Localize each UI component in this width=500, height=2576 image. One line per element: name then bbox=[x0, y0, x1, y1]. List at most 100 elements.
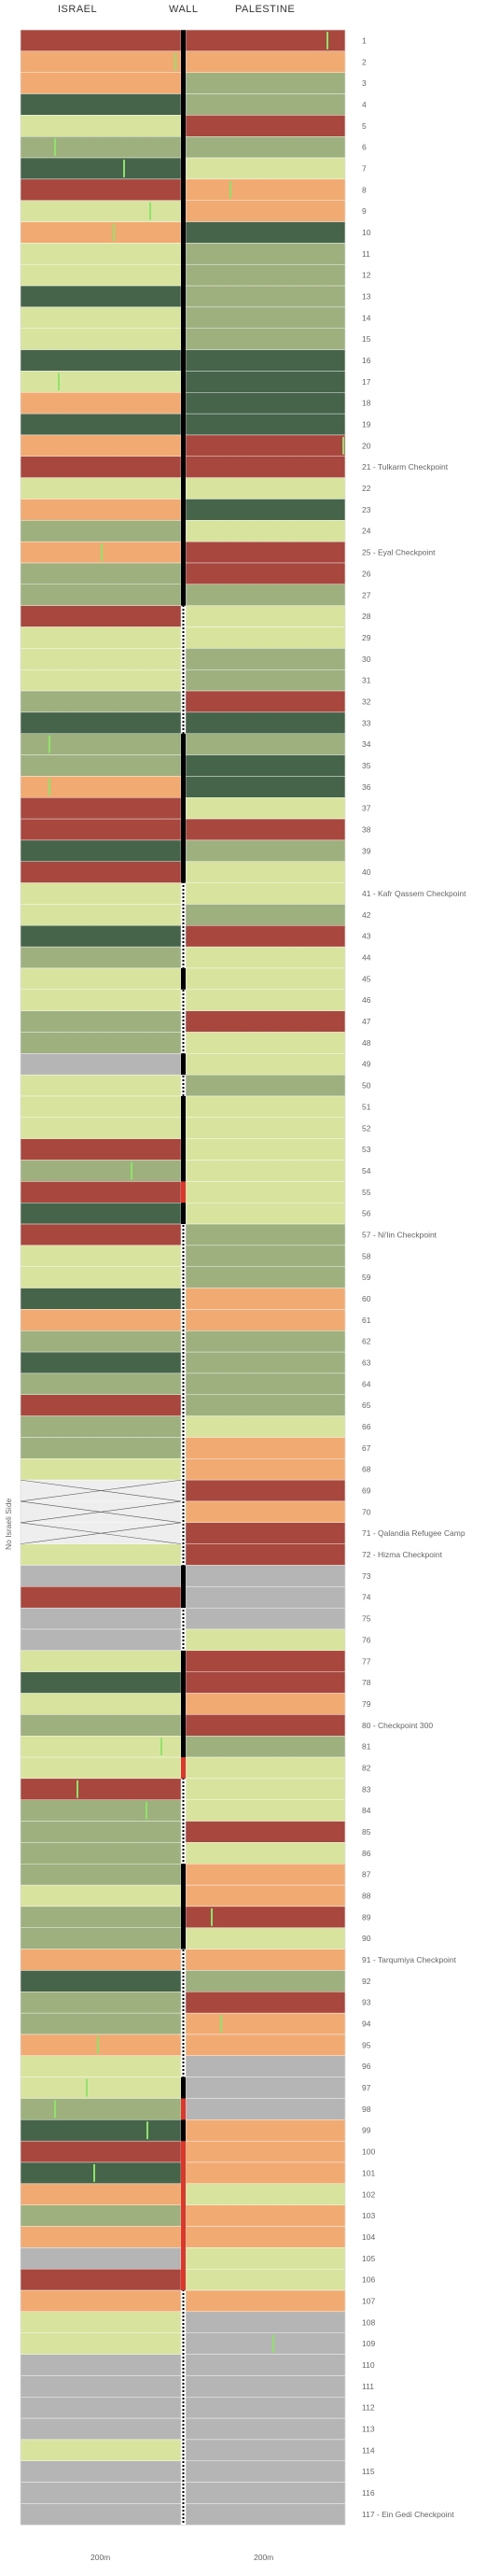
row-label: 11 bbox=[362, 249, 370, 259]
israel-segment bbox=[20, 1223, 182, 1246]
israel-segment bbox=[20, 626, 182, 649]
palestine-segment bbox=[185, 946, 346, 969]
row-label: 98 bbox=[362, 2104, 371, 2114]
palestine-segment bbox=[185, 2247, 346, 2270]
palestine-segment bbox=[185, 1288, 346, 1310]
row-label: 46 bbox=[362, 995, 371, 1005]
israel-segment bbox=[20, 157, 182, 180]
palestine-segment bbox=[185, 371, 346, 393]
row-label: 68 bbox=[362, 1465, 371, 1474]
palestine-segment bbox=[185, 2098, 346, 2120]
wall-red-segment bbox=[181, 1757, 186, 1779]
israel-segment bbox=[20, 1927, 182, 1950]
row-label: 36 bbox=[362, 782, 371, 792]
palestine-segment bbox=[185, 1650, 346, 1672]
israel-segment bbox=[20, 1884, 182, 1907]
row-label: 90 bbox=[362, 1934, 371, 1943]
israel-segment bbox=[20, 1842, 182, 1865]
palestine-segment bbox=[185, 1949, 346, 1971]
row-label: 79 bbox=[362, 1699, 371, 1709]
row-label: 82 bbox=[362, 1763, 371, 1772]
palestine-segment bbox=[185, 1756, 346, 1780]
israel-segment bbox=[20, 115, 182, 137]
row-label: 75 bbox=[362, 1614, 371, 1624]
israel-segment bbox=[20, 562, 182, 585]
palestine-segment bbox=[185, 1565, 346, 1587]
row-label: 3 bbox=[362, 78, 367, 88]
palestine-segment bbox=[185, 2226, 346, 2248]
israel-segment bbox=[20, 1437, 182, 1459]
row-label: 21 - Tulkarm Checkpoint bbox=[362, 462, 449, 472]
row-label: 70 bbox=[362, 1507, 371, 1516]
israel-segment bbox=[20, 2439, 182, 2461]
israel-segment bbox=[20, 2268, 182, 2291]
israel-segment bbox=[20, 1778, 182, 1800]
row-label: 62 bbox=[362, 1337, 371, 1346]
row-label: 18 bbox=[362, 399, 371, 408]
palestine-segment bbox=[185, 733, 346, 755]
row-label: 33 bbox=[362, 718, 371, 727]
israel-segment bbox=[20, 29, 182, 52]
israel-segment bbox=[20, 1565, 182, 1587]
israel-segment bbox=[20, 2098, 182, 2120]
palestine-segment bbox=[185, 1181, 346, 1204]
scale-left-label: 200m bbox=[90, 2553, 111, 2562]
wall-red-segment bbox=[181, 2141, 186, 2291]
palestine-segment bbox=[185, 29, 346, 52]
israel-segment bbox=[20, 135, 182, 159]
palestine-segment bbox=[185, 776, 346, 798]
israel-segment bbox=[20, 1586, 182, 1609]
palestine-segment bbox=[185, 349, 346, 372]
row-label: 31 bbox=[362, 676, 371, 685]
row-label: 54 bbox=[362, 1166, 371, 1175]
palestine-segment bbox=[185, 221, 346, 244]
observation-marker bbox=[93, 2164, 95, 2182]
row-label: 66 bbox=[362, 1422, 371, 1431]
row-label: 101 bbox=[362, 2168, 375, 2177]
palestine-segment bbox=[185, 562, 346, 585]
row-label: 107 bbox=[362, 2296, 375, 2305]
row-label: 34 bbox=[362, 739, 371, 749]
israel-segment bbox=[20, 605, 182, 627]
israel-segment bbox=[20, 1949, 182, 1971]
israel-segment bbox=[20, 1543, 182, 1566]
row-label: 22 bbox=[362, 484, 371, 493]
row-label: 83 bbox=[362, 1784, 371, 1794]
israel-segment bbox=[20, 2289, 182, 2313]
israel-segment bbox=[20, 413, 182, 436]
palestine-segment bbox=[185, 1415, 346, 1438]
palestine-segment bbox=[185, 1628, 346, 1652]
row-label: 100 bbox=[362, 2147, 375, 2157]
row-label: 97 bbox=[362, 2083, 371, 2092]
palestine-segment bbox=[185, 1842, 346, 1865]
palestine-segment bbox=[185, 797, 346, 820]
israel-segment bbox=[20, 477, 182, 500]
cross-hatch-line bbox=[20, 1479, 182, 1502]
palestine-segment bbox=[185, 904, 346, 926]
palestine-segment bbox=[185, 1778, 346, 1800]
israel-segment bbox=[20, 733, 182, 755]
observation-marker bbox=[131, 1161, 132, 1180]
israel-segment bbox=[20, 669, 182, 692]
observation-marker bbox=[220, 2015, 222, 2033]
observation-marker bbox=[149, 202, 151, 220]
row-label: 12 bbox=[362, 271, 371, 280]
palestine-segment bbox=[185, 1693, 346, 1715]
israel-segment bbox=[20, 2311, 182, 2333]
row-label: 69 bbox=[362, 1486, 371, 1496]
row-label: 45 bbox=[362, 974, 371, 983]
israel-segment bbox=[20, 861, 182, 883]
israel-segment bbox=[20, 839, 182, 862]
palestine-segment bbox=[185, 2397, 346, 2419]
israel-segment bbox=[20, 925, 182, 948]
palestine-segment bbox=[185, 1117, 346, 1139]
palestine-segment bbox=[185, 2289, 346, 2313]
israel-segment bbox=[20, 1415, 182, 1438]
row-label: 58 bbox=[362, 1251, 371, 1260]
row-label: 41 - Kafr Qassem Checkpoint bbox=[362, 889, 466, 898]
palestine-segment bbox=[185, 626, 346, 649]
palestine-segment bbox=[185, 285, 346, 308]
palestine-segment bbox=[185, 1906, 346, 1928]
observation-marker bbox=[160, 1738, 162, 1756]
